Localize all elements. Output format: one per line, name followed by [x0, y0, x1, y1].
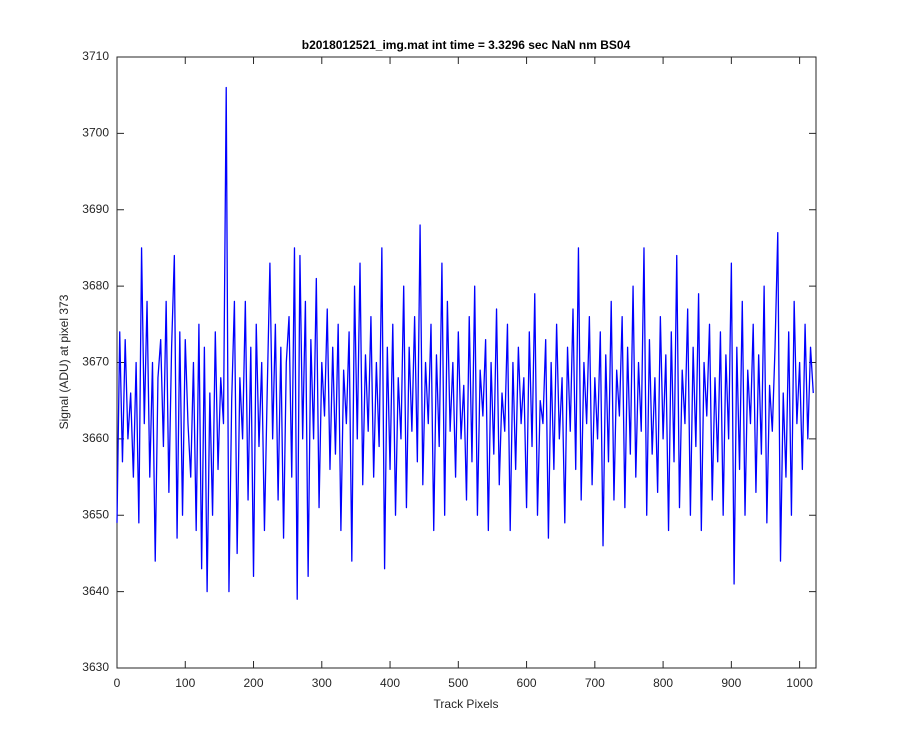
y-tick-label: 3700	[82, 126, 109, 140]
data-line	[116, 86, 814, 600]
y-tick-label: 3690	[82, 202, 109, 216]
y-tick-label: 3670	[82, 355, 109, 369]
y-tick-label: 3650	[82, 507, 109, 521]
x-tick-label: 100	[175, 676, 195, 690]
x-tick-label: 500	[448, 676, 468, 690]
y-tick-label: 3640	[82, 584, 109, 598]
y-tick-label: 3710	[82, 49, 109, 63]
y-tick-label: 3680	[82, 278, 109, 292]
chart-title: b2018012521_img.mat int time = 3.3296 se…	[302, 38, 631, 52]
y-axis-label: Signal (ADU) at pixel 373	[57, 294, 71, 429]
x-tick-label: 400	[380, 676, 400, 690]
y-tick-label: 3660	[82, 431, 109, 445]
plot-area	[116, 56, 817, 669]
x-tick-label: 200	[244, 676, 264, 690]
x-tick-label: 0	[114, 676, 121, 690]
x-tick-label: 300	[312, 676, 332, 690]
x-tick-label: 1000	[786, 676, 813, 690]
x-tick-label: 700	[585, 676, 605, 690]
x-tick-label: 900	[721, 676, 741, 690]
y-tick-label: 3630	[82, 660, 109, 674]
x-tick-label: 600	[517, 676, 537, 690]
x-axis-label: Track Pixels	[434, 697, 499, 711]
x-tick-label: 800	[653, 676, 673, 690]
